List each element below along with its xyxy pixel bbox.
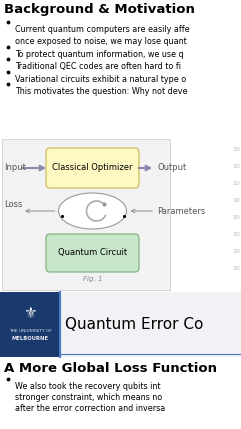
Text: We also took the recovery qubits int: We also took the recovery qubits int — [15, 382, 161, 391]
Text: Quantum Error Co: Quantum Error Co — [65, 317, 203, 332]
Text: 10: 10 — [232, 249, 240, 254]
Text: MELBOURNE: MELBOURNE — [11, 335, 49, 341]
Text: Background & Motivation: Background & Motivation — [4, 3, 195, 16]
Text: THE UNIVERSITY OF: THE UNIVERSITY OF — [9, 329, 51, 333]
FancyBboxPatch shape — [46, 234, 139, 272]
FancyBboxPatch shape — [46, 148, 139, 188]
Bar — [60, 292, 241, 357]
Text: Traditional QEC codes are often hard to fi: Traditional QEC codes are often hard to … — [15, 63, 181, 72]
Text: Variational circuits exhibit a natural type o: Variational circuits exhibit a natural t… — [15, 75, 186, 84]
Text: This motivates the question: Why not deve: This motivates the question: Why not dev… — [15, 88, 187, 97]
Text: ⚜: ⚜ — [23, 306, 37, 321]
Text: A More Global Loss Function: A More Global Loss Function — [4, 362, 217, 375]
Text: 10: 10 — [232, 215, 240, 220]
Text: Fig. 1: Fig. 1 — [83, 276, 102, 282]
Ellipse shape — [59, 193, 127, 229]
Text: Classical Optimizer: Classical Optimizer — [52, 163, 133, 172]
Text: 10: 10 — [232, 147, 240, 152]
Text: To protect quantum information, we use q: To protect quantum information, we use q — [15, 50, 184, 59]
Text: Input: Input — [4, 163, 26, 172]
Text: Current quantum computers are easily affe: Current quantum computers are easily aff… — [15, 25, 190, 34]
Text: stronger constraint, which means no: stronger constraint, which means no — [15, 393, 162, 402]
FancyBboxPatch shape — [2, 139, 170, 290]
Text: 10: 10 — [232, 266, 240, 271]
Text: 10: 10 — [232, 232, 240, 237]
Text: Quantum Circuit: Quantum Circuit — [58, 248, 127, 257]
Text: 10: 10 — [232, 198, 240, 203]
Text: Parameters: Parameters — [157, 206, 205, 215]
Text: 10: 10 — [232, 164, 240, 169]
Text: Loss: Loss — [4, 200, 22, 209]
Text: Output: Output — [157, 163, 186, 172]
Text: once exposed to noise, we may lose quant: once exposed to noise, we may lose quant — [15, 37, 187, 46]
Bar — [0, 292, 241, 357]
Text: after the error correction and inversa: after the error correction and inversa — [15, 404, 165, 413]
Text: 10: 10 — [232, 181, 240, 186]
